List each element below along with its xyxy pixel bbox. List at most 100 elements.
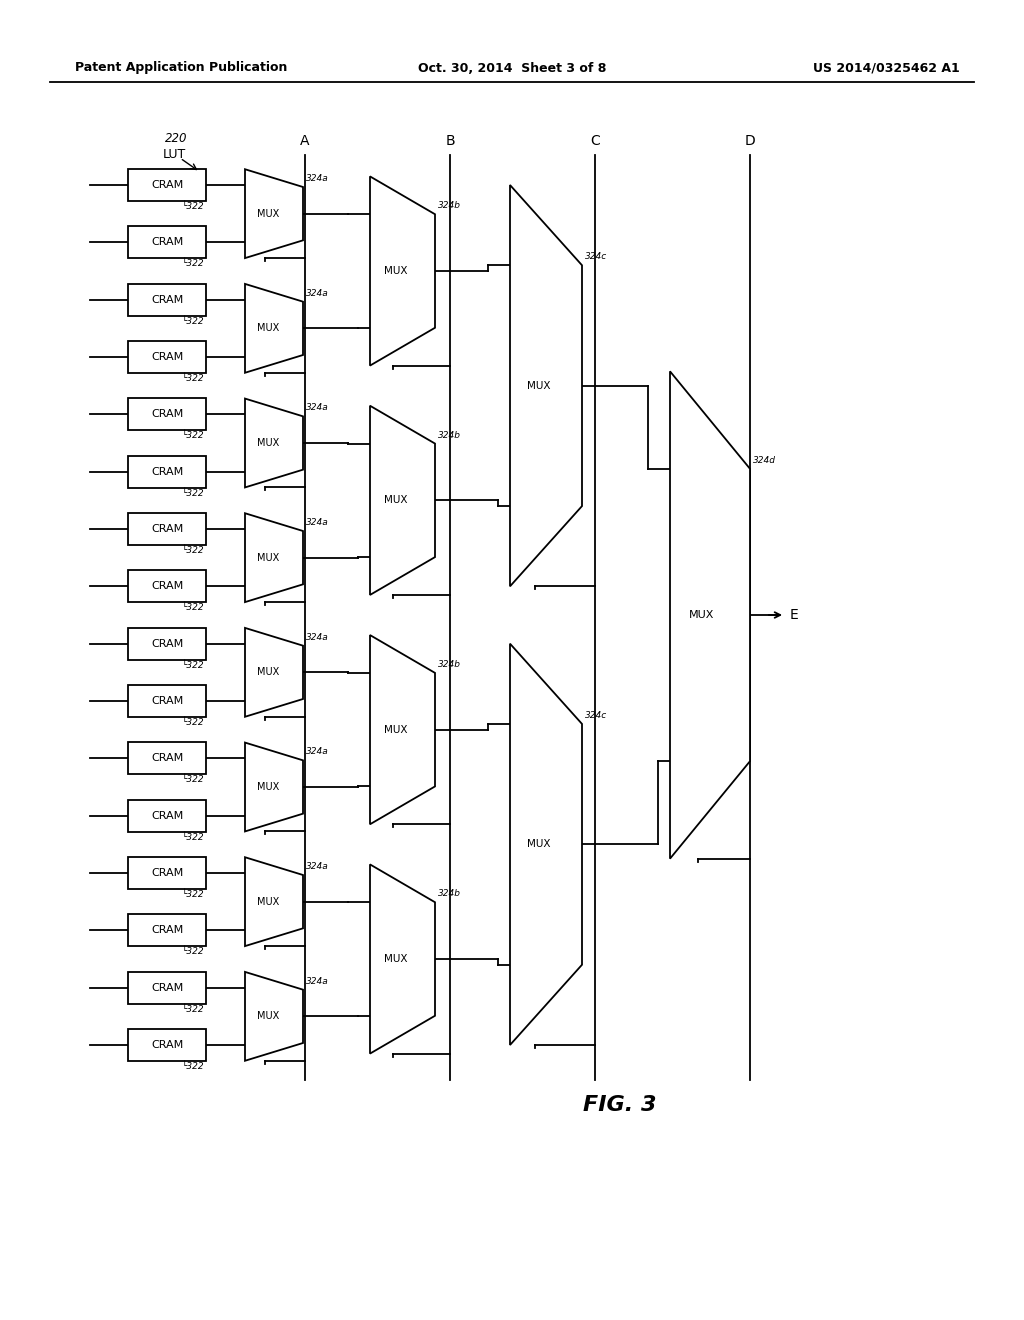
Polygon shape <box>370 177 435 366</box>
Bar <box>128 570 206 602</box>
Text: CRAM: CRAM <box>151 238 183 247</box>
Text: MUX: MUX <box>257 668 280 677</box>
Bar <box>128 800 206 832</box>
Text: CRAM: CRAM <box>151 180 183 190</box>
Text: CRAM: CRAM <box>151 467 183 477</box>
Text: 324b: 324b <box>438 201 461 210</box>
Text: 324a: 324a <box>306 747 329 756</box>
Polygon shape <box>245 972 303 1061</box>
Polygon shape <box>670 371 750 859</box>
Text: └322: └322 <box>181 546 204 554</box>
Text: └322: └322 <box>181 1005 204 1014</box>
Text: CRAM: CRAM <box>151 581 183 591</box>
Text: 324b: 324b <box>438 430 461 440</box>
Polygon shape <box>245 857 303 946</box>
Text: C: C <box>590 135 600 148</box>
Bar <box>128 685 206 717</box>
Text: MUX: MUX <box>257 438 280 447</box>
Text: └322: └322 <box>181 775 204 784</box>
Text: CRAM: CRAM <box>151 982 183 993</box>
Bar <box>128 341 206 374</box>
Text: └322: └322 <box>181 259 204 268</box>
Text: CRAM: CRAM <box>151 925 183 936</box>
Text: CRAM: CRAM <box>151 754 183 763</box>
Text: E: E <box>790 609 799 622</box>
Text: └322: └322 <box>181 1063 204 1071</box>
Text: B: B <box>445 135 455 148</box>
Bar <box>128 915 206 946</box>
Text: └322: └322 <box>181 948 204 956</box>
Text: MUX: MUX <box>689 610 715 620</box>
Text: └322: └322 <box>181 718 204 727</box>
Bar <box>128 284 206 315</box>
Text: CRAM: CRAM <box>151 869 183 878</box>
Text: US 2014/0325462 A1: US 2014/0325462 A1 <box>813 62 961 74</box>
Text: FIG. 3: FIG. 3 <box>584 1096 656 1115</box>
Polygon shape <box>245 513 303 602</box>
Text: Oct. 30, 2014  Sheet 3 of 8: Oct. 30, 2014 Sheet 3 of 8 <box>418 62 606 74</box>
Polygon shape <box>510 185 582 586</box>
Text: 324a: 324a <box>306 174 329 183</box>
Text: MUX: MUX <box>384 495 408 506</box>
Text: A: A <box>300 135 309 148</box>
Bar <box>128 742 206 775</box>
Text: LUT: LUT <box>163 149 186 161</box>
Text: CRAM: CRAM <box>151 810 183 821</box>
Text: 324a: 324a <box>306 977 329 986</box>
Polygon shape <box>245 628 303 717</box>
Text: MUX: MUX <box>384 954 408 964</box>
Text: 324b: 324b <box>438 660 461 669</box>
Text: 324a: 324a <box>306 289 329 298</box>
Text: MUX: MUX <box>384 267 408 276</box>
Text: 220: 220 <box>165 132 187 144</box>
Polygon shape <box>370 865 435 1053</box>
Text: └322: └322 <box>181 374 204 383</box>
Text: Patent Application Publication: Patent Application Publication <box>75 62 288 74</box>
Text: CRAM: CRAM <box>151 294 183 305</box>
Text: 324a: 324a <box>306 862 329 871</box>
Bar <box>128 455 206 487</box>
Polygon shape <box>245 169 303 259</box>
Text: 324a: 324a <box>306 404 329 412</box>
Text: CRAM: CRAM <box>151 639 183 648</box>
Bar <box>128 513 206 545</box>
Text: └322: └322 <box>181 202 204 211</box>
Text: └322: └322 <box>181 661 204 669</box>
Bar <box>128 169 206 201</box>
Text: MUX: MUX <box>257 323 280 334</box>
Text: 324c: 324c <box>585 711 607 719</box>
Text: 324b: 324b <box>438 890 461 898</box>
Text: CRAM: CRAM <box>151 352 183 362</box>
Text: CRAM: CRAM <box>151 409 183 420</box>
Polygon shape <box>245 399 303 487</box>
Polygon shape <box>245 743 303 832</box>
Text: D: D <box>744 135 756 148</box>
Text: MUX: MUX <box>257 1011 280 1022</box>
Text: CRAM: CRAM <box>151 524 183 535</box>
Text: MUX: MUX <box>527 840 551 849</box>
Text: MUX: MUX <box>257 781 280 792</box>
Text: MUX: MUX <box>384 725 408 735</box>
Bar <box>128 1030 206 1061</box>
Text: └322: └322 <box>181 890 204 899</box>
Polygon shape <box>370 405 435 595</box>
Text: 324d: 324d <box>753 455 776 465</box>
Bar <box>128 972 206 1003</box>
Text: 324a: 324a <box>306 632 329 642</box>
Text: 324c: 324c <box>585 252 607 261</box>
Text: MUX: MUX <box>257 896 280 907</box>
Polygon shape <box>510 644 582 1045</box>
Text: └322: └322 <box>181 432 204 441</box>
Text: └322: └322 <box>181 317 204 326</box>
Bar <box>128 628 206 660</box>
Text: CRAM: CRAM <box>151 1040 183 1049</box>
Bar <box>128 399 206 430</box>
Text: MUX: MUX <box>527 380 551 391</box>
Polygon shape <box>370 635 435 824</box>
Bar <box>128 226 206 259</box>
Text: └322: └322 <box>181 603 204 612</box>
Text: MUX: MUX <box>257 553 280 562</box>
Text: 324a: 324a <box>306 517 329 527</box>
Text: MUX: MUX <box>257 209 280 219</box>
Bar <box>128 857 206 888</box>
